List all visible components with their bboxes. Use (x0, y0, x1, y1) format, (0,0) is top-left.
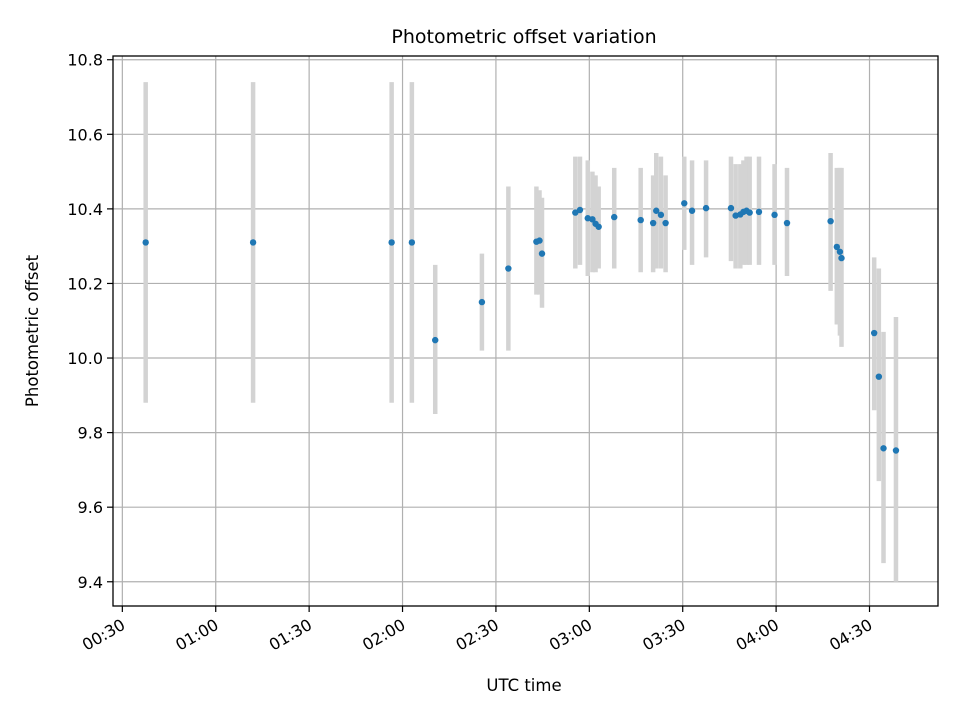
data-point (838, 254, 845, 262)
y-tick-label: 9.6 (78, 498, 103, 517)
x-axis-label: UTC time (486, 676, 561, 695)
y-tick-label: 9.4 (78, 573, 103, 592)
y-tick-label: 9.8 (78, 424, 103, 443)
data-point (727, 204, 735, 212)
data-point (870, 329, 878, 337)
data-point (538, 250, 546, 257)
y-axis-label: Photometric offset (23, 254, 42, 407)
data-point (827, 217, 834, 225)
data-point (653, 207, 660, 214)
data-point (249, 239, 257, 246)
y-tick-label: 10.2 (67, 274, 103, 293)
data-point (142, 239, 149, 246)
data-point (657, 211, 665, 219)
data-point (576, 206, 584, 214)
data-point (681, 200, 688, 207)
data-point (572, 209, 579, 216)
data-point (536, 237, 543, 244)
y-tick-label: 10.4 (67, 200, 103, 219)
data-point (688, 207, 696, 214)
data-point (702, 204, 710, 212)
data-point (836, 248, 844, 255)
y-tick-label: 10.6 (67, 125, 103, 144)
data-point (637, 216, 644, 224)
data-point (746, 209, 753, 216)
plot-frame (112, 55, 939, 607)
y-tick-label: 10.8 (67, 51, 103, 70)
y-tick-label: 10.0 (67, 349, 103, 368)
data-point (662, 219, 669, 227)
data-point (892, 447, 900, 454)
data-point (595, 223, 602, 230)
data-point (880, 445, 887, 452)
data-point (408, 239, 416, 246)
data-point (649, 219, 657, 227)
grid (113, 56, 938, 606)
data-points (142, 200, 900, 454)
data-point (432, 336, 439, 344)
data-point (478, 298, 486, 306)
data-point (388, 239, 395, 246)
data-point (833, 243, 841, 251)
data-point (755, 208, 763, 216)
data-point (589, 216, 596, 223)
chart-title: Photometric offset variation (391, 26, 656, 48)
data-point (771, 211, 778, 219)
data-point (875, 373, 883, 380)
data-point (783, 219, 791, 227)
data-point (611, 213, 618, 221)
data-point (505, 265, 512, 272)
